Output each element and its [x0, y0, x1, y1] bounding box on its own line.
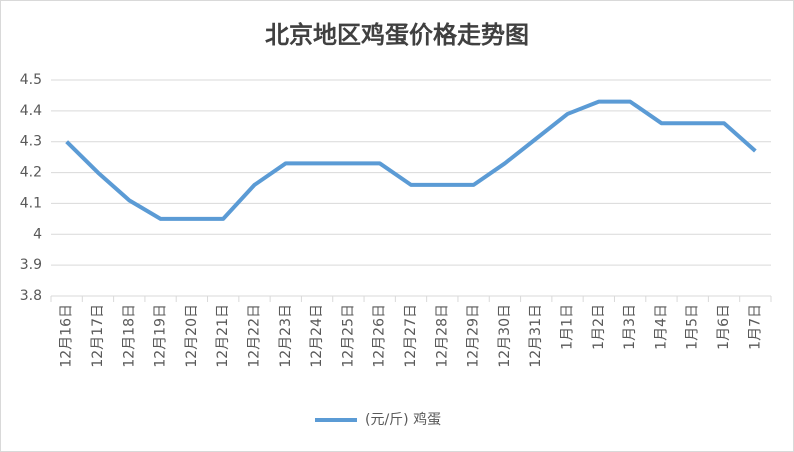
x-tick-label: 12月16日	[59, 304, 75, 368]
x-tick-label: 12月25日	[340, 304, 356, 368]
y-tick-label: 4	[33, 226, 42, 242]
x-tick-label: 12月30日	[497, 304, 513, 368]
y-tick-label: 4.3	[20, 134, 42, 150]
y-tick-label: 4.2	[20, 165, 42, 181]
x-tick-label: 12月29日	[466, 304, 482, 368]
x-tick-label: 1月5日	[685, 304, 701, 350]
y-tick-label: 4.4	[20, 103, 42, 119]
x-tick-label: 1月3日	[622, 304, 638, 350]
x-tick-label: 12月20日	[184, 304, 200, 368]
x-tick-label: 12月31日	[528, 304, 544, 368]
data-line	[65, 99, 757, 221]
x-tick-label: 12月17日	[90, 304, 106, 368]
x-tick-label: 1月1日	[560, 304, 576, 350]
x-tick-label: 12月23日	[278, 304, 294, 368]
x-tick-label: 12月22日	[246, 304, 262, 368]
x-tick-label: 12月21日	[215, 304, 231, 368]
x-tick-label: 12月26日	[372, 304, 388, 368]
y-tick-label: 4.5	[20, 72, 42, 88]
y-tick-label: 3.8	[20, 288, 42, 304]
x-tick-label: 12月24日	[309, 304, 325, 368]
chart-title: 北京地区鸡蛋价格走势图	[265, 21, 529, 49]
x-tick-label: 1月4日	[653, 304, 669, 350]
x-tick-label: 12月18日	[121, 304, 137, 368]
x-tick-label: 12月27日	[403, 304, 419, 368]
x-tick-label: 12月28日	[434, 304, 450, 368]
y-tick-label: 4.1	[20, 195, 42, 211]
y-tick-label: 3.9	[20, 257, 42, 273]
x-tick-label: 1月6日	[716, 304, 732, 350]
x-tick-label: 1月2日	[591, 304, 607, 350]
x-tick-label: 1月7日	[747, 304, 763, 350]
legend-label: (元/斤) 鸡蛋	[365, 411, 441, 428]
x-tick-label: 12月19日	[153, 304, 169, 368]
